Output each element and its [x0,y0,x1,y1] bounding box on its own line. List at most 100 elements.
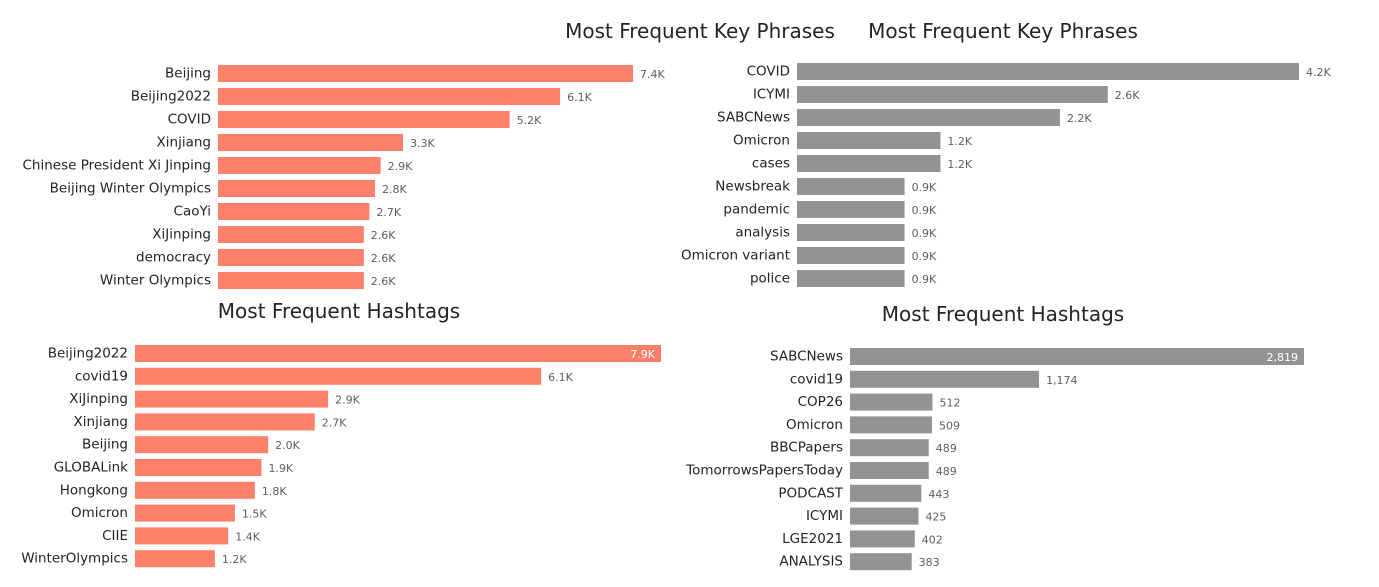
bar[interactable] [135,527,229,545]
bar[interactable] [218,111,510,128]
data-label: 6.1K [567,91,592,104]
category-label: police [750,271,790,287]
bar[interactable] [218,226,364,243]
category-label: GLOBALink [54,460,128,476]
data-label: 1.5K [242,508,267,521]
data-label: 2.7K [322,416,347,429]
category-label: BBCPapers [770,440,843,456]
category-label: TomorrowsPapersToday [685,463,843,479]
bar[interactable] [850,462,929,479]
bar[interactable] [218,134,404,151]
bar[interactable] [850,553,912,571]
data-label: 0.9K [912,273,937,286]
data-label: 0.9K [912,227,937,240]
bar[interactable] [797,224,905,241]
chart-title: Most Frequent Key Phrases [565,19,835,43]
data-label: 509 [939,419,960,432]
category-label: analysis [735,225,790,241]
category-label: democracy [136,250,211,266]
category-label: LGE2021 [782,531,843,547]
bar[interactable] [797,155,941,172]
category-label: Beijing Winter Olympics [50,181,211,197]
bar[interactable] [850,370,1040,388]
bar[interactable] [797,178,905,195]
category-label: Beijing2022 [48,346,128,362]
data-label: 2.6K [371,252,396,265]
bar[interactable] [850,439,929,457]
bar[interactable] [850,416,932,434]
bar[interactable] [850,393,933,411]
bar[interactable] [218,65,633,82]
data-label: 2.2K [1067,112,1092,125]
data-label: 2.9K [335,394,360,407]
category-label: pandemic [723,202,790,218]
bar[interactable] [135,436,269,454]
data-label: 5.2K [517,114,542,127]
data-label: 443 [928,488,949,501]
bar[interactable] [135,504,235,522]
bar[interactable] [797,270,905,287]
bar[interactable] [797,247,905,264]
chart-title: Most Frequent Hashtags [882,302,1124,326]
data-label: 2.6K [371,229,396,242]
bar[interactable] [218,203,370,220]
data-label: 2.7K [376,206,401,219]
bar[interactable] [135,459,262,476]
category-label: Omicron [786,417,843,433]
bar[interactable] [850,530,915,548]
bar[interactable] [797,63,1299,80]
bar[interactable] [135,390,329,408]
bar[interactable] [135,367,542,385]
category-label: XiJinping [69,391,128,407]
bar[interactable] [135,413,315,431]
chart-title: Most Frequent Key Phrases [868,19,1138,43]
bar[interactable] [218,180,376,197]
bar[interactable] [850,507,919,525]
bar[interactable] [135,345,661,362]
category-label: covid19 [75,368,128,384]
category-label: Omicron [733,133,790,149]
category-label: Beijing2022 [131,89,211,105]
chart-hashtags-left: Most Frequent Hashtags Beijing2022 7.9K cov… [21,299,661,568]
category-label: cases [752,156,790,172]
bar[interactable] [218,249,364,266]
category-label: XiJinping [152,227,211,243]
chart-key-phrases-right: Most Frequent Key Phrases COVID 4.2K ICYMI 2… [681,19,1331,287]
chart-key-phrases-left: Most Frequent Key Phrases Beijing 7.4K Beij… [22,19,835,289]
bar[interactable] [218,272,364,289]
category-label: ICYMI [753,87,790,103]
data-label: 7.9K [630,348,655,361]
data-label: 7.4K [640,68,665,81]
category-label: Omicron variant [681,248,790,264]
category-label: Xinjiang [157,135,211,151]
data-label: 1.2K [947,135,972,148]
bar[interactable] [218,157,381,174]
bar[interactable] [797,109,1060,126]
chart-title: Most Frequent Hashtags [218,299,460,323]
bar[interactable] [850,348,1304,365]
category-label: PODCAST [778,485,843,501]
category-label: CaoYi [174,204,211,220]
data-label: 2,819 [1267,351,1299,364]
category-label: covid19 [790,371,843,387]
data-label: 489 [936,442,957,455]
category-label: COP26 [798,394,843,410]
data-label: 4.2K [1306,66,1331,79]
category-label: CIIE [102,528,128,544]
data-label: 1.2K [947,158,972,171]
data-label: 6.1K [548,371,573,384]
category-label: Chinese President Xi Jinping [22,158,211,174]
data-label: 402 [922,533,943,546]
bar[interactable] [218,88,561,105]
bar[interactable] [797,86,1108,103]
bar[interactable] [797,201,905,218]
bar[interactable] [797,132,941,149]
category-label: ANALYSIS [779,554,843,570]
bar[interactable] [135,550,215,568]
bar[interactable] [135,481,255,499]
data-label: 1.4K [235,530,260,543]
chart-hashtags-right: Most Frequent Hashtags SABCNews 2,819 covid… [685,302,1304,571]
data-label: 383 [919,556,940,569]
data-label: 3.3K [410,137,435,150]
bar[interactable] [850,484,922,502]
